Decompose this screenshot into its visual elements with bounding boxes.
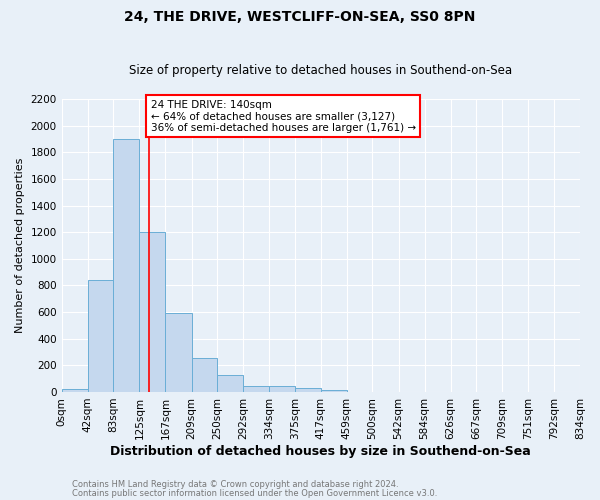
Bar: [139, 232, 166, 392]
X-axis label: Distribution of detached houses by size in Southend-on-Sea: Distribution of detached houses by size …: [110, 444, 531, 458]
Y-axis label: Number of detached properties: Number of detached properties: [15, 158, 25, 333]
Bar: [191, 358, 217, 392]
Text: Contains public sector information licensed under the Open Government Licence v3: Contains public sector information licen…: [72, 488, 437, 498]
Text: Contains HM Land Registry data © Crown copyright and database right 2024.: Contains HM Land Registry data © Crown c…: [72, 480, 398, 489]
Bar: [217, 376, 243, 392]
Title: Size of property relative to detached houses in Southend-on-Sea: Size of property relative to detached ho…: [129, 64, 512, 77]
Bar: [88, 280, 113, 392]
Text: 24, THE DRIVE, WESTCLIFF-ON-SEA, SS0 8PN: 24, THE DRIVE, WESTCLIFF-ON-SEA, SS0 8PN: [124, 10, 476, 24]
Bar: [113, 139, 139, 392]
Text: 24 THE DRIVE: 140sqm
← 64% of detached houses are smaller (3,127)
36% of semi-de: 24 THE DRIVE: 140sqm ← 64% of detached h…: [151, 100, 416, 133]
Bar: [321, 390, 347, 392]
Bar: [295, 388, 321, 392]
Bar: [243, 386, 269, 392]
Bar: [269, 386, 295, 392]
Bar: [166, 314, 191, 392]
Bar: [62, 390, 88, 392]
